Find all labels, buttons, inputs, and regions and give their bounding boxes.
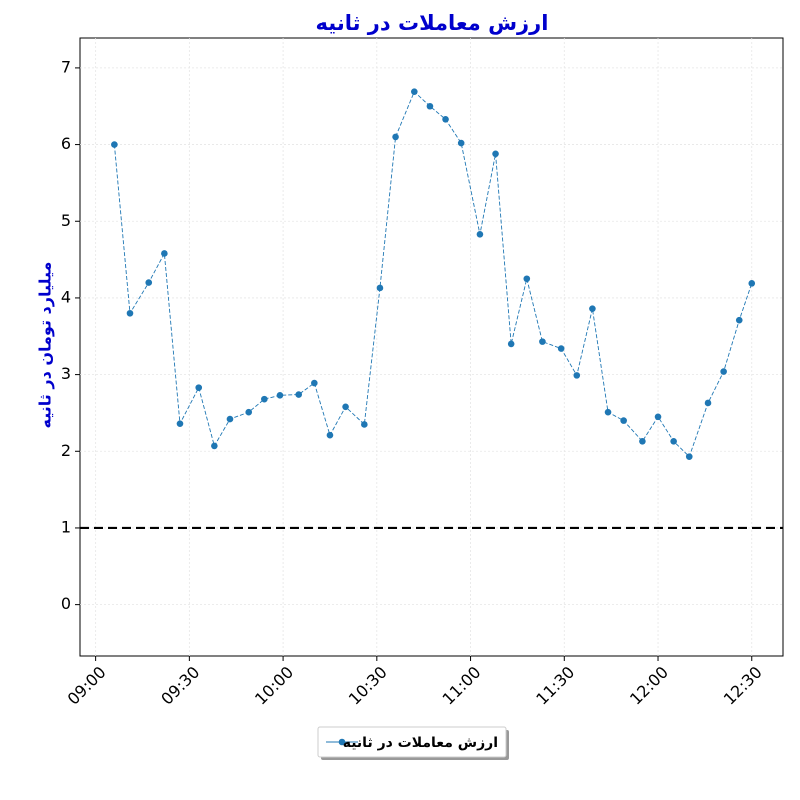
x-tick-label: 11:30 xyxy=(532,663,578,709)
data-point xyxy=(376,284,384,292)
data-point xyxy=(507,340,515,348)
data-point xyxy=(639,438,646,445)
data-point xyxy=(426,102,434,110)
x-tick-label: 12:30 xyxy=(720,663,766,709)
data-point xyxy=(573,372,581,379)
data-point xyxy=(211,442,218,450)
data-point xyxy=(276,392,284,399)
data-point xyxy=(226,415,234,423)
data-point xyxy=(392,133,399,141)
y-tick-label: 6 xyxy=(61,134,71,153)
data-point xyxy=(111,141,118,148)
y-tick-label: 0 xyxy=(61,594,71,613)
data-point xyxy=(245,408,253,416)
data-point xyxy=(342,403,349,411)
data-point xyxy=(670,438,677,445)
x-tick-label: 10:00 xyxy=(251,663,297,709)
data-point xyxy=(261,395,268,403)
data-point xyxy=(604,408,612,416)
data-point xyxy=(589,305,596,312)
y-tick-label: 4 xyxy=(61,287,71,306)
data-point xyxy=(492,150,499,158)
y-tick-label: 3 xyxy=(61,364,71,383)
data-point xyxy=(126,309,134,317)
y-axis-label: میلیارد تومان در ثانیه xyxy=(36,262,55,429)
data-point xyxy=(176,420,184,427)
data-point xyxy=(161,250,168,257)
data-point xyxy=(654,413,662,421)
y-tick-label: 7 xyxy=(61,57,71,76)
data-point xyxy=(476,230,484,238)
data-point xyxy=(523,275,531,283)
data-point xyxy=(326,431,334,439)
data-point xyxy=(442,115,449,123)
x-tick-label: 11:00 xyxy=(439,663,485,709)
legend-label: ارزش معاملات در ثانیه xyxy=(343,735,498,751)
data-point xyxy=(361,421,368,428)
data-point xyxy=(457,139,465,147)
data-point xyxy=(557,345,565,352)
y-tick-label: 1 xyxy=(61,517,71,536)
data-point xyxy=(735,316,743,324)
x-tick-label: 09:30 xyxy=(157,663,203,709)
data-point xyxy=(685,453,693,460)
x-tick-label: 12:00 xyxy=(626,663,672,709)
y-tick-label: 2 xyxy=(61,441,71,460)
data-point xyxy=(748,280,756,287)
y-tick-label: 5 xyxy=(61,211,71,230)
x-tick-label: 10:30 xyxy=(345,663,391,709)
x-tick-label: 09:00 xyxy=(64,663,110,709)
data-point xyxy=(620,417,627,424)
chart-title: ارزش معاملات در ثانیه xyxy=(316,11,549,35)
data-point xyxy=(720,368,727,375)
data-point xyxy=(311,379,318,387)
data-line xyxy=(113,90,753,458)
data-point xyxy=(411,88,418,95)
data-point xyxy=(704,399,712,407)
legend-marker xyxy=(338,738,346,746)
data-point xyxy=(539,338,546,345)
plot-frame xyxy=(79,37,784,657)
legend xyxy=(317,726,507,758)
data-point xyxy=(145,279,153,286)
data-point xyxy=(295,391,303,398)
data-point xyxy=(195,384,203,391)
